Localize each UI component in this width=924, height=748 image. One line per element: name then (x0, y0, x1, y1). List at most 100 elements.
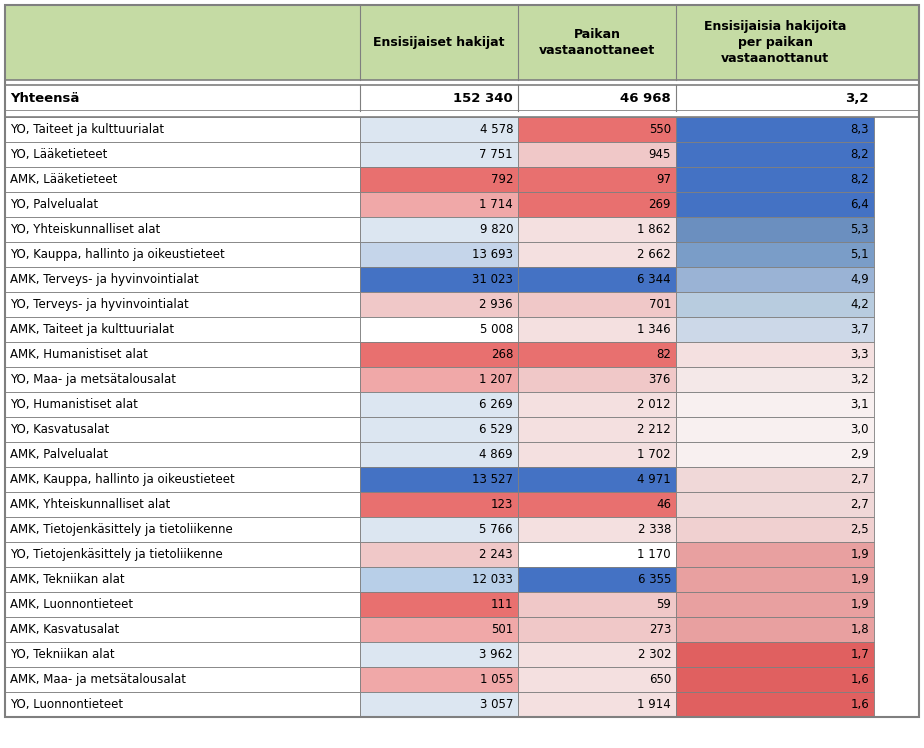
Text: 123: 123 (491, 498, 513, 511)
Bar (518, 542, 676, 567)
Bar (360, 542, 518, 567)
Text: YO, Terveys- ja hyvinvointialat: YO, Terveys- ja hyvinvointialat (10, 298, 188, 311)
Text: Yhteensä: Yhteensä (10, 91, 79, 105)
Bar (5, 80, 919, 85)
Text: YO, Yhteiskunnalliset alat: YO, Yhteiskunnalliset alat (10, 223, 160, 236)
Text: 13 693: 13 693 (472, 248, 513, 261)
Bar (360, 192, 518, 217)
Text: 97: 97 (656, 173, 671, 186)
Bar (5, 117, 360, 142)
Text: 273: 273 (649, 623, 671, 636)
Bar (518, 392, 676, 417)
Bar (518, 267, 676, 292)
Bar (676, 642, 874, 667)
Text: 2 936: 2 936 (480, 298, 513, 311)
Text: 3 962: 3 962 (480, 648, 513, 661)
Text: 8,3: 8,3 (850, 123, 869, 136)
Bar (518, 292, 676, 317)
Bar (518, 117, 676, 142)
Text: Ensisijaisia hakijoita
per paikan
vastaanottanut: Ensisijaisia hakijoita per paikan vastaa… (704, 20, 846, 65)
Bar (518, 142, 676, 167)
Bar (676, 317, 874, 342)
Bar (518, 467, 676, 492)
Bar (518, 667, 676, 692)
Text: 59: 59 (656, 598, 671, 611)
Bar (360, 392, 518, 417)
Text: 3 057: 3 057 (480, 698, 513, 711)
Text: 550: 550 (649, 123, 671, 136)
Text: 8,2: 8,2 (850, 148, 869, 161)
Bar (5, 667, 360, 692)
Bar (5, 111, 919, 117)
Text: 5,1: 5,1 (850, 248, 869, 261)
Text: 1,7: 1,7 (850, 648, 869, 661)
Text: Ensisijaiset hakijat: Ensisijaiset hakijat (373, 36, 505, 49)
Text: 376: 376 (649, 373, 671, 386)
Bar (5, 392, 360, 417)
Text: 8,2: 8,2 (850, 173, 869, 186)
Text: YO, Kasvatusalat: YO, Kasvatusalat (10, 423, 109, 436)
Bar (5, 542, 360, 567)
Bar (5, 117, 919, 717)
Text: 701: 701 (649, 298, 671, 311)
Text: 2 243: 2 243 (480, 548, 513, 561)
Bar (5, 492, 360, 517)
Bar (5, 192, 360, 217)
Bar (360, 492, 518, 517)
Text: YO, Palvelualat: YO, Palvelualat (10, 198, 98, 211)
Text: AMK, Terveys- ja hyvinvointialat: AMK, Terveys- ja hyvinvointialat (10, 273, 199, 286)
Text: 650: 650 (649, 673, 671, 686)
Text: 2,9: 2,9 (850, 448, 869, 461)
Bar (5, 5, 919, 80)
Text: 6 269: 6 269 (480, 398, 513, 411)
Text: AMK, Kasvatusalat: AMK, Kasvatusalat (10, 623, 119, 636)
Text: 4 869: 4 869 (480, 448, 513, 461)
Bar (676, 217, 874, 242)
Text: 13 527: 13 527 (472, 473, 513, 486)
Bar (518, 567, 676, 592)
Text: 2 212: 2 212 (638, 423, 671, 436)
Bar (676, 517, 874, 542)
Bar (360, 617, 518, 642)
Text: 1,9: 1,9 (850, 598, 869, 611)
Text: YO, Taiteet ja kulttuurialat: YO, Taiteet ja kulttuurialat (10, 123, 164, 136)
Text: YO, Tietojenkäsittely ja tietoliikenne: YO, Tietojenkäsittely ja tietoliikenne (10, 548, 223, 561)
Bar (360, 367, 518, 392)
Text: AMK, Maa- ja metsätalousalat: AMK, Maa- ja metsätalousalat (10, 673, 186, 686)
Text: Paikan
vastaanottaneet: Paikan vastaanottaneet (539, 28, 655, 57)
Text: AMK, Humanistiset alat: AMK, Humanistiset alat (10, 348, 148, 361)
Bar (518, 692, 676, 717)
Text: 1 346: 1 346 (638, 323, 671, 336)
Bar (5, 517, 360, 542)
Text: 792: 792 (491, 173, 513, 186)
Text: AMK, Yhteiskunnalliset alat: AMK, Yhteiskunnalliset alat (10, 498, 170, 511)
Bar (5, 217, 360, 242)
Bar (518, 167, 676, 192)
Text: 268: 268 (491, 348, 513, 361)
Bar (5, 242, 360, 267)
Text: 3,2: 3,2 (850, 373, 869, 386)
Text: 2 302: 2 302 (638, 648, 671, 661)
Bar (360, 667, 518, 692)
Bar (676, 342, 874, 367)
Bar (5, 567, 360, 592)
Bar (518, 517, 676, 542)
Text: 1 170: 1 170 (638, 548, 671, 561)
Bar (518, 592, 676, 617)
Text: 2,5: 2,5 (850, 523, 869, 536)
Text: 2 662: 2 662 (638, 248, 671, 261)
Bar (5, 267, 360, 292)
Text: 2,7: 2,7 (850, 498, 869, 511)
Bar (518, 342, 676, 367)
Text: 5,3: 5,3 (850, 223, 869, 236)
Bar (518, 242, 676, 267)
Text: 501: 501 (491, 623, 513, 636)
Text: AMK, Palvelualat: AMK, Palvelualat (10, 448, 108, 461)
Text: 269: 269 (649, 198, 671, 211)
Text: 6 355: 6 355 (638, 573, 671, 586)
Bar (360, 292, 518, 317)
Bar (676, 592, 874, 617)
Bar (5, 317, 360, 342)
Text: AMK, Luonnontieteet: AMK, Luonnontieteet (10, 598, 133, 611)
Text: 6 344: 6 344 (638, 273, 671, 286)
